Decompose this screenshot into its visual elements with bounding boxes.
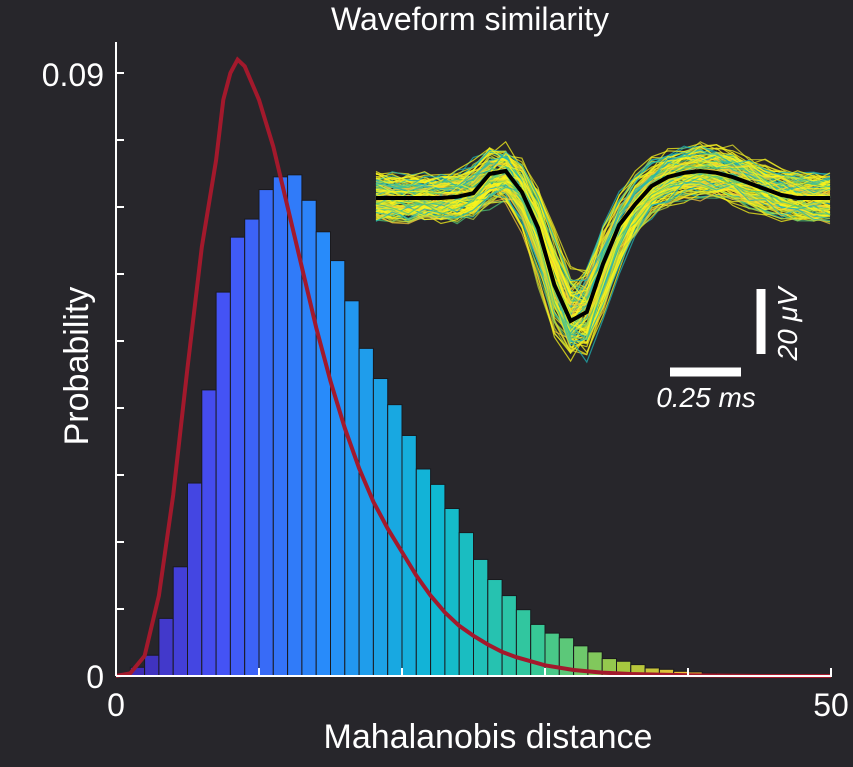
histogram-bar <box>544 632 560 677</box>
histogram-bar <box>458 532 475 677</box>
histogram-bar <box>430 483 446 677</box>
waveform-trace <box>375 151 831 282</box>
waveform-trace <box>375 172 831 341</box>
mean-waveform <box>376 168 830 324</box>
histogram-bar <box>172 566 188 677</box>
waveform-trace <box>375 189 831 327</box>
y-tick-label-top: 0.09 <box>42 57 104 93</box>
fit-curve <box>115 56 831 678</box>
histogram-bar <box>158 617 174 677</box>
y-axis-label: Probability <box>58 287 96 446</box>
voltage-scalebar-label: 20 μV <box>772 285 803 361</box>
histogram-bars <box>115 174 803 677</box>
histogram-bar <box>473 558 489 677</box>
waveform-trace <box>375 151 831 283</box>
time-scalebar-label: 0.25 ms <box>656 382 756 413</box>
waveform-inset: 0.25 ms 20 μV <box>375 140 831 413</box>
histogram-bar <box>530 623 546 677</box>
chart-title: Waveform similarity <box>331 1 609 37</box>
histogram-bar <box>201 389 217 677</box>
y-tick-label-bottom: 0 <box>86 659 104 695</box>
histogram-bar <box>258 189 274 677</box>
histogram-bar <box>187 482 203 677</box>
histogram-bar <box>444 508 460 677</box>
x-axis-label: Mahalanobis distance <box>324 718 653 756</box>
waveform-trace <box>375 156 831 292</box>
histogram-bar <box>344 300 360 677</box>
histogram-bar <box>244 218 260 677</box>
histogram-bar <box>358 347 374 677</box>
waveform-trace <box>375 156 830 332</box>
x-tick-label-right: 50 <box>813 687 849 723</box>
x-tick-label-left: 0 <box>107 687 125 723</box>
histogram-bar <box>330 260 346 677</box>
histogram-bar <box>487 579 503 677</box>
x-ticks <box>115 668 832 676</box>
waveform-trace <box>375 176 831 343</box>
y-ticks <box>116 72 124 677</box>
histogram-bar <box>515 609 532 677</box>
histogram-bar <box>229 236 246 677</box>
histogram-bar <box>415 468 432 677</box>
histogram-bar <box>144 654 160 677</box>
histogram-bar <box>315 231 332 677</box>
histogram-bar <box>501 595 517 677</box>
waveform-trace <box>375 181 831 364</box>
waveform-trace <box>375 150 831 291</box>
histogram-bar <box>215 291 231 677</box>
histogram-bar <box>272 176 289 677</box>
waveform-trace <box>375 175 831 353</box>
